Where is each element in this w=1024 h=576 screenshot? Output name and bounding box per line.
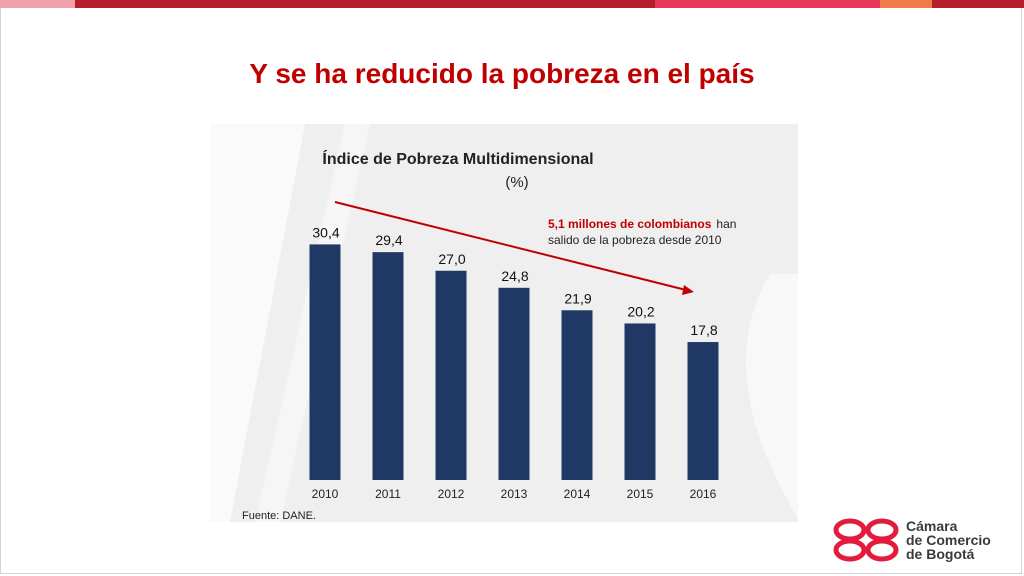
chart-svg: Índice de Pobreza Multidimensional (%) 3… (210, 124, 798, 522)
annotation-text-1: han (716, 217, 736, 231)
top-color-bar (0, 0, 1024, 8)
value-label-2013: 24,8 (501, 268, 528, 284)
annotation-line-2: salido de la pobreza desde 2010 (548, 233, 722, 247)
logo-line-1: Cámara (906, 518, 958, 534)
logo-line-2: de Comercio (906, 532, 991, 548)
value-label-2014: 21,9 (564, 290, 591, 306)
value-label-2011: 29,4 (375, 232, 402, 248)
decor-left-shape (210, 124, 305, 522)
logo-mark-icon (833, 518, 899, 562)
logo-text: Cámara de Comercio de Bogotá (906, 519, 991, 561)
x-tick-label-2013: 2013 (501, 487, 528, 501)
chart-title: Índice de Pobreza Multidimensional (322, 149, 593, 168)
logo-line-3: de Bogotá (906, 546, 975, 562)
x-tick-label-2011: 2011 (375, 487, 401, 501)
slide-title: Y se ha reducido la pobreza en el país (249, 58, 755, 89)
x-tick-label-2016: 2016 (690, 487, 717, 501)
value-label-2012: 27,0 (438, 251, 465, 267)
bar-2012 (435, 270, 467, 480)
bar-2010 (309, 244, 341, 480)
camara-comercio-logo: Cámara de Comercio de Bogotá (832, 516, 1022, 564)
chart-subtitle: (%) (505, 174, 528, 191)
x-tick-label-2015: 2015 (627, 487, 654, 501)
value-label-2010: 30,4 (312, 224, 339, 240)
trend-arrowhead (682, 285, 694, 295)
value-label-2016: 17,8 (690, 322, 717, 338)
x-tick-label-2014: 2014 (564, 487, 591, 501)
chart-source: Fuente: DANE. (242, 510, 316, 522)
bar-2011 (372, 252, 404, 480)
value-label-2015: 20,2 (627, 303, 654, 319)
bar-2016 (687, 342, 719, 480)
decor-right-shape (746, 274, 798, 519)
x-tick-label-2010: 2010 (312, 487, 339, 501)
x-tick-label-2012: 2012 (438, 487, 465, 501)
bar-2015 (624, 323, 656, 480)
annotation-line-1: 5,1 millones de colombianos han (548, 217, 736, 231)
annotation-bold: 5,1 millones de colombianos (548, 217, 712, 231)
bars-layer: 30,4 2010 29,4 2011 27,0 2012 24,8 2013 21,9 2014… (309, 224, 719, 501)
trend-arrow (334, 201, 687, 291)
bar-2013 (498, 287, 530, 480)
bar-2014 (561, 310, 593, 480)
chart: Índice de Pobreza Multidimensional (%) 3… (210, 124, 798, 522)
